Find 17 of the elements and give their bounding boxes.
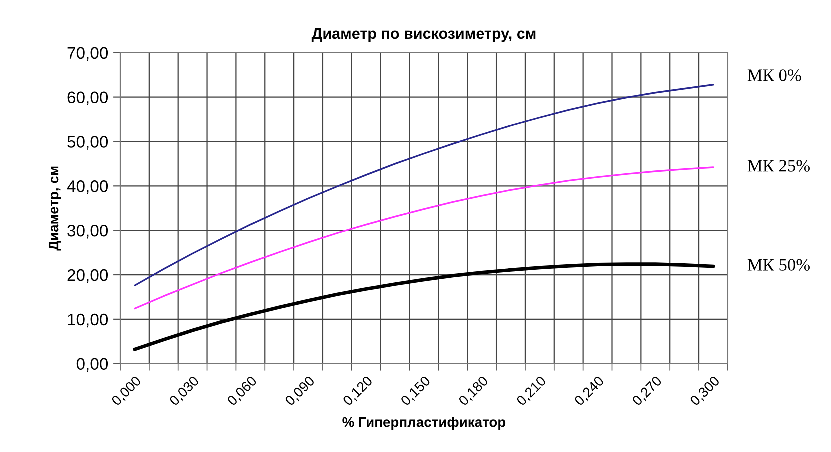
y-tick-label: 40,00 — [67, 180, 108, 194]
y-tick-label: 70,00 — [68, 47, 108, 62]
y-tick-label: 30,00 — [68, 224, 108, 239]
x-axis-title: % Гиперпластификатор — [342, 417, 506, 430]
y-tick-label: 60,00 — [68, 92, 108, 106]
y-tick-label: 0,00 — [76, 358, 108, 372]
chart-title: Диаметр по вискозиметру, см — [312, 28, 536, 42]
series-label: МК 0% — [748, 70, 802, 82]
line-series — [134, 84, 714, 287]
y-tick-label: 10,00 — [68, 314, 108, 328]
y-tick-label: 20,00 — [68, 269, 108, 284]
line-series — [134, 166, 714, 310]
y-axis-title: Диаметр, см — [48, 166, 62, 251]
series-label: МК 50% — [748, 259, 810, 271]
line-series — [133, 262, 716, 352]
series-label: МК 25% — [748, 160, 810, 172]
y-tick-label: 50,00 — [68, 136, 108, 150]
